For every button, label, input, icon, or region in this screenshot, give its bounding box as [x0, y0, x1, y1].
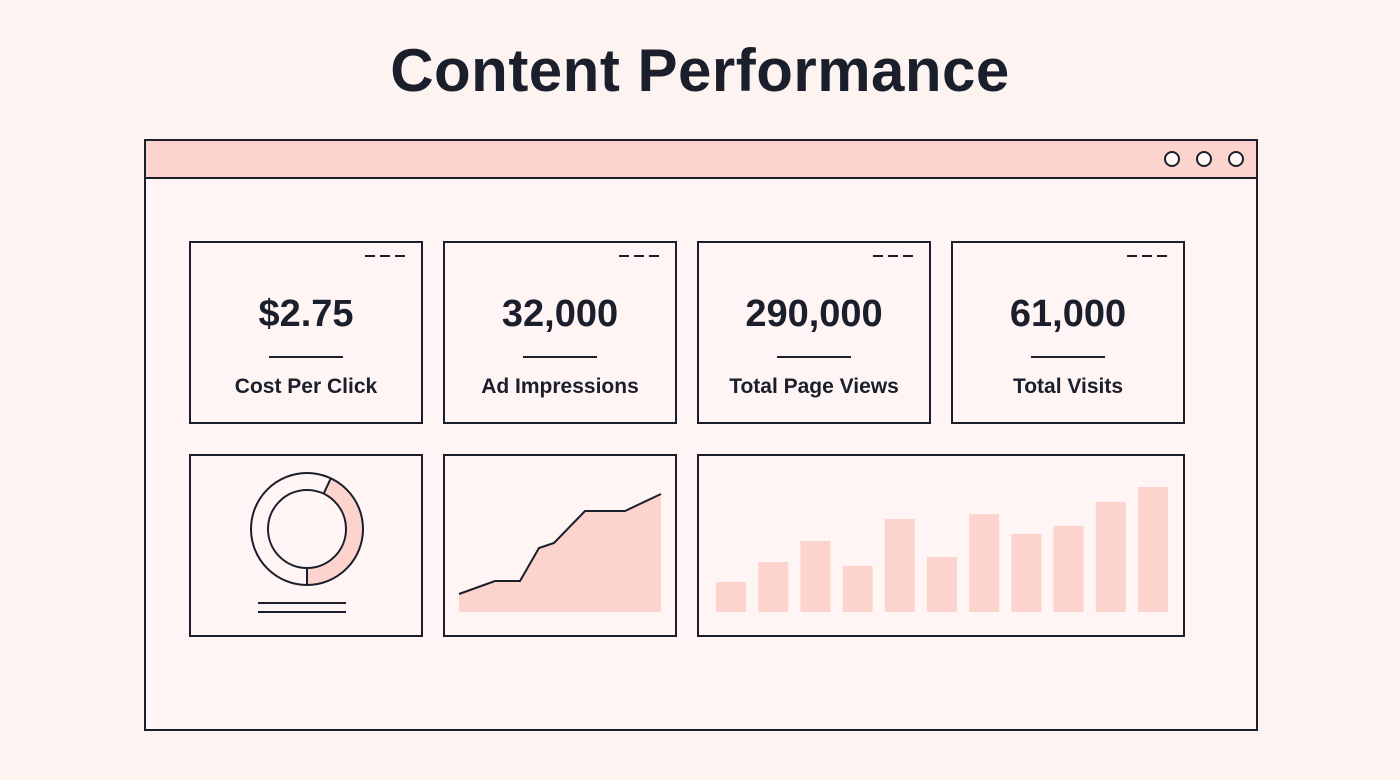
- bar: [1011, 534, 1042, 612]
- metric-divider: [523, 356, 597, 358]
- window-control-1-circle-icon[interactable]: [1164, 151, 1180, 167]
- bar: [842, 566, 873, 612]
- bar-chart-card: [697, 454, 1185, 637]
- bar: [800, 541, 831, 612]
- metric-divider: [1031, 356, 1105, 358]
- metric-value: 61,000: [1009, 293, 1127, 335]
- metric-card-total-page-views: 290,000 Total Page Views: [697, 241, 931, 424]
- bar: [1138, 487, 1168, 612]
- bar-chart: [716, 487, 1168, 612]
- window-control-2-circle-icon[interactable]: [1196, 151, 1212, 167]
- area-chart: [458, 493, 662, 612]
- metric-card-ad-impressions: 32,000 Ad Impressions: [443, 241, 677, 424]
- area-fill: [459, 494, 661, 612]
- metric-value: 290,000: [745, 293, 883, 335]
- more-options-icon[interactable]: [873, 255, 913, 257]
- metric-label: Total Visits: [1012, 375, 1124, 398]
- more-options-icon[interactable]: [1127, 255, 1167, 257]
- metric-divider: [777, 356, 851, 358]
- metric-card-cost-per-click: $2.75 Cost Per Click: [189, 241, 423, 424]
- bar: [1053, 526, 1084, 612]
- bar: [716, 582, 746, 612]
- area-line: [458, 493, 662, 595]
- metric-divider: [269, 356, 343, 358]
- bar: [969, 514, 1000, 612]
- metric-label: Cost Per Click: [234, 375, 378, 398]
- metric-label: Total Page Views: [729, 375, 899, 398]
- bar: [1095, 502, 1126, 612]
- more-options-icon[interactable]: [619, 255, 659, 257]
- donut-divider: [322, 477, 332, 495]
- metric-value: 32,000: [501, 293, 619, 335]
- metric-value: $2.75: [258, 293, 354, 335]
- donut-chart: [250, 472, 364, 613]
- window-titlebar: [146, 141, 1256, 179]
- bar: [884, 519, 915, 612]
- metric-card-total-visits: 61,000 Total Visits: [951, 241, 1185, 424]
- window-controls: [1164, 151, 1244, 167]
- donut-slice: [307, 478, 363, 585]
- window-control-3-circle-icon[interactable]: [1228, 151, 1244, 167]
- donut-chart-card: [189, 454, 423, 637]
- donut-inner-ring: [267, 489, 347, 569]
- more-options-icon[interactable]: [365, 255, 405, 257]
- page-title: Content Performance: [390, 37, 1010, 104]
- dashboard-window: $2.75 Cost Per Click 32,000 Ad Impressio…: [144, 139, 1258, 731]
- area-chart-card: [443, 454, 677, 637]
- donut-slice: [251, 473, 331, 585]
- bar: [927, 557, 957, 612]
- bar: [758, 562, 789, 612]
- metric-label: Ad Impressions: [481, 375, 639, 398]
